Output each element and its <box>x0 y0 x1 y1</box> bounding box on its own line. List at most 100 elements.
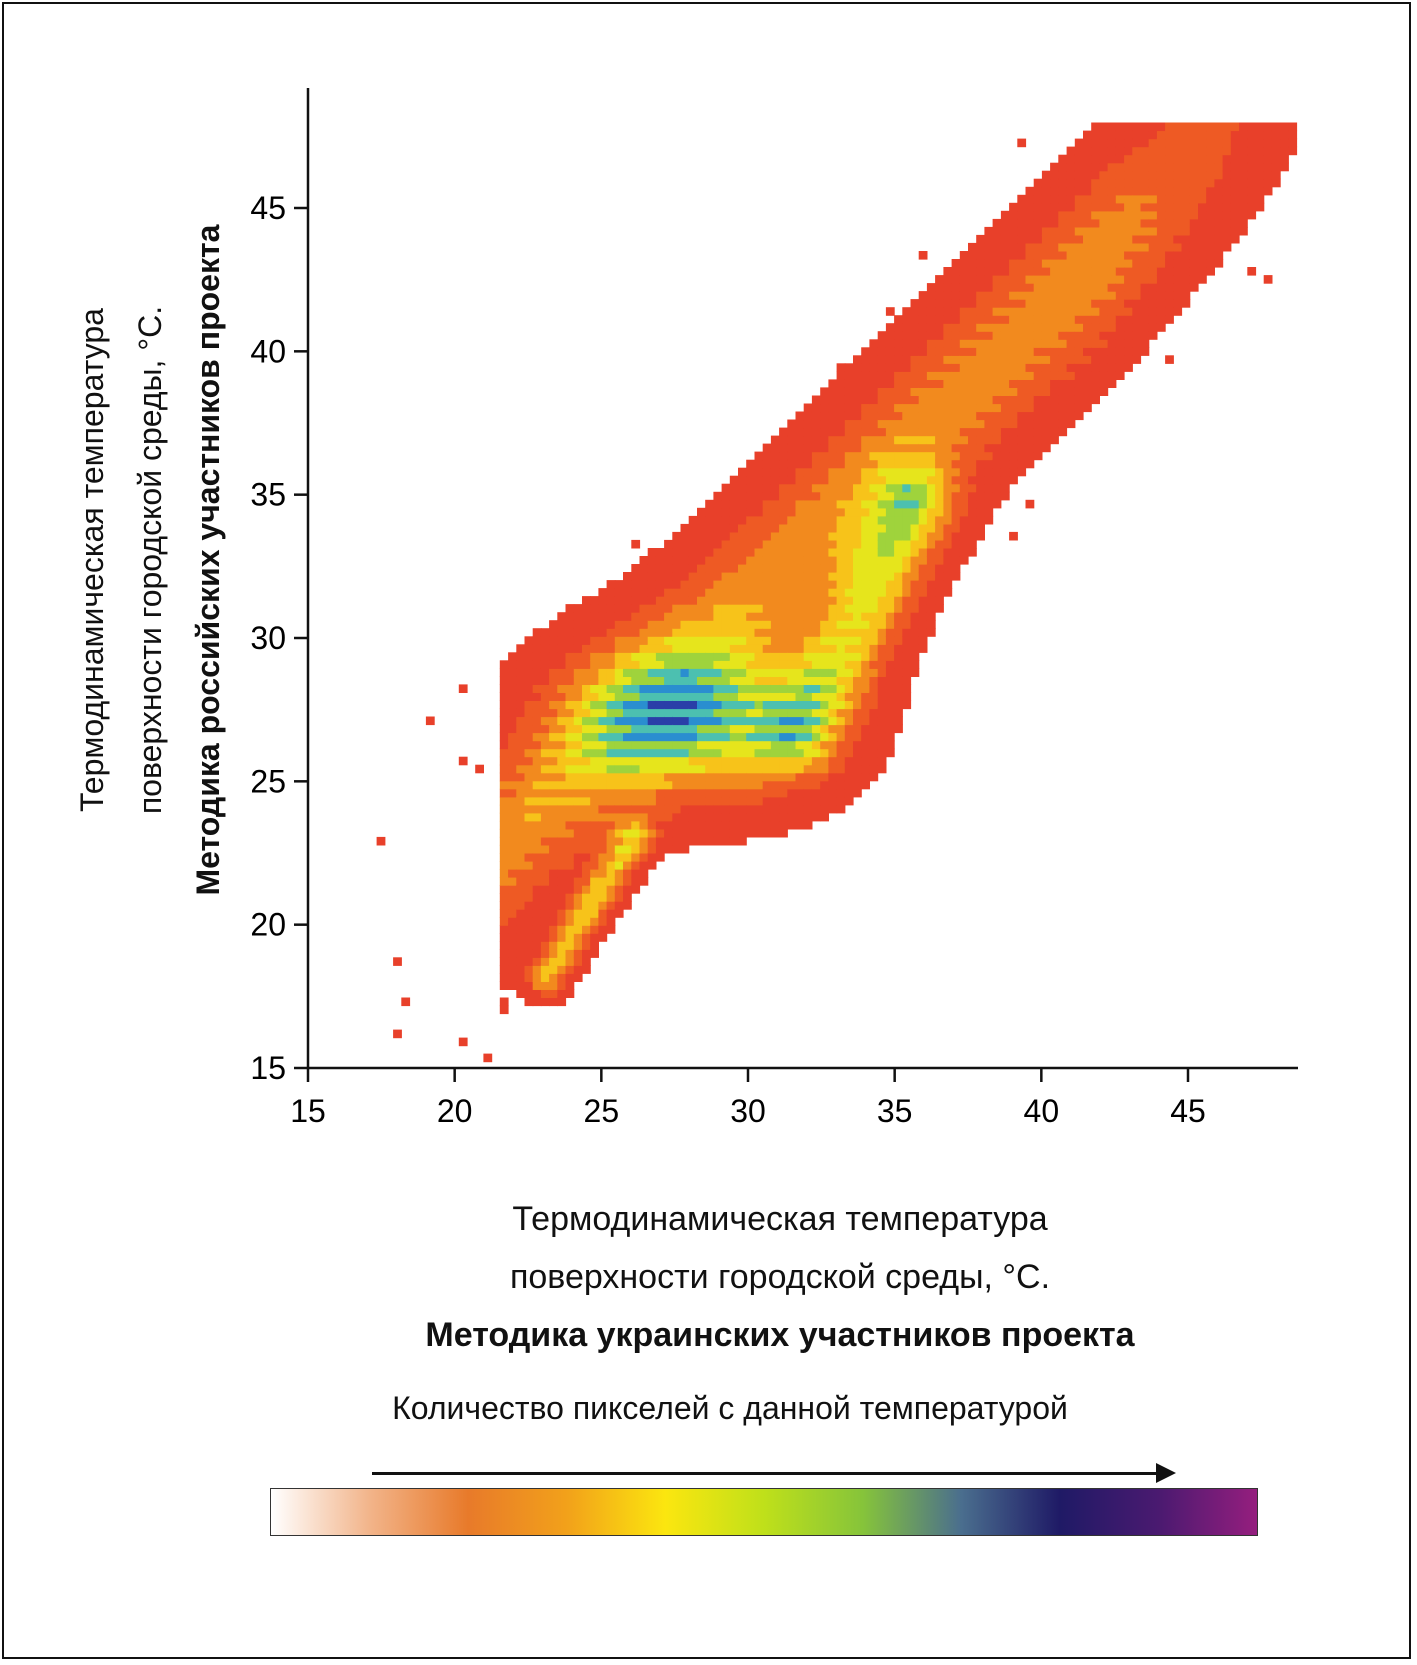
density-cell <box>910 435 920 445</box>
density-cell <box>499 997 509 1007</box>
density-cell <box>540 949 550 958</box>
density-cell <box>573 628 583 637</box>
density-cell <box>557 748 567 758</box>
density-cell <box>1009 475 1018 485</box>
density-cell <box>705 708 714 718</box>
density-cell <box>918 339 928 348</box>
density-cell <box>1271 138 1281 148</box>
density-cell <box>721 507 731 517</box>
density-cell <box>869 539 879 549</box>
density-cell <box>1222 234 1232 244</box>
density-cell <box>828 411 838 421</box>
density-cell <box>803 523 813 533</box>
density-cell <box>1017 427 1027 437</box>
density-cell <box>1033 443 1043 453</box>
density-cell <box>680 620 690 629</box>
density-cell <box>738 836 747 846</box>
density-cell <box>1033 299 1043 308</box>
density-cell <box>573 965 583 974</box>
density-cell <box>836 387 846 396</box>
density-cell <box>606 780 616 790</box>
density-cell <box>1148 218 1158 228</box>
density-cell <box>729 491 739 501</box>
density-cell <box>779 820 788 830</box>
density-cell <box>1066 291 1076 300</box>
density-cell <box>877 523 887 533</box>
density-cell <box>853 692 862 701</box>
density-cell <box>598 612 608 621</box>
density-cell <box>705 700 714 710</box>
density-cell <box>844 628 854 637</box>
density-cell <box>590 901 599 910</box>
density-cell <box>647 644 657 653</box>
density-cell <box>557 660 567 669</box>
density-cell <box>1124 210 1133 220</box>
density-cell <box>918 387 928 396</box>
density-cell <box>1050 291 1059 300</box>
density-cell <box>1132 275 1142 284</box>
density-cell <box>614 620 624 629</box>
density-cell <box>557 700 567 710</box>
density-cell <box>1050 379 1059 388</box>
density-cell <box>795 483 805 493</box>
density-cell <box>729 515 739 525</box>
density-cell <box>532 917 542 926</box>
density-cell <box>779 804 788 814</box>
density-cell <box>1156 218 1166 228</box>
density-cell <box>894 331 903 340</box>
density-cell <box>984 459 994 469</box>
density-cell <box>803 443 813 453</box>
density-cell <box>779 604 788 613</box>
density-cell <box>1074 387 1084 396</box>
density-cell <box>787 796 797 806</box>
density-cell <box>820 411 829 421</box>
density-cell <box>877 339 887 348</box>
density-cell <box>861 548 870 557</box>
density-cell <box>902 467 912 477</box>
density-cell <box>623 620 632 629</box>
density-cell <box>606 684 616 693</box>
density-cell <box>820 507 829 517</box>
density-cell <box>1107 371 1117 380</box>
density-cell <box>762 459 772 469</box>
density-cell <box>770 620 780 629</box>
density-cell <box>861 411 870 421</box>
density-cell <box>894 572 903 581</box>
density-cell <box>582 828 591 838</box>
density-cell <box>787 580 797 589</box>
density-cell <box>762 483 772 493</box>
density-cell <box>721 539 731 549</box>
density-cell <box>1132 234 1142 244</box>
density-cell <box>918 620 928 629</box>
density-cell <box>705 644 714 653</box>
density-cell <box>697 772 706 782</box>
density-cell <box>647 844 657 854</box>
density-cell <box>508 941 517 950</box>
density-cell <box>926 411 936 421</box>
density-cell <box>713 732 723 742</box>
density-cell <box>1271 146 1281 156</box>
density-cell <box>549 836 558 846</box>
density-cell <box>959 363 969 372</box>
density-cell <box>836 483 846 493</box>
density-cell <box>902 363 912 372</box>
density-cell <box>614 877 624 886</box>
density-cell <box>1148 162 1158 172</box>
density-cell <box>1091 323 1100 332</box>
density-cell <box>1058 371 1068 380</box>
density-cell <box>614 676 624 685</box>
density-cell <box>762 748 772 758</box>
density-cell <box>811 580 821 589</box>
density-cell <box>803 507 813 517</box>
density-cell <box>828 692 838 701</box>
density-cell <box>877 756 887 766</box>
density-cell <box>820 387 829 396</box>
density-cell <box>672 604 682 613</box>
density-cell <box>877 740 887 750</box>
density-cell <box>779 628 788 637</box>
density-cell <box>1058 347 1068 356</box>
density-cell <box>573 828 583 838</box>
density-cell <box>984 291 994 300</box>
density-cell <box>976 523 985 533</box>
density-cell <box>811 443 821 453</box>
